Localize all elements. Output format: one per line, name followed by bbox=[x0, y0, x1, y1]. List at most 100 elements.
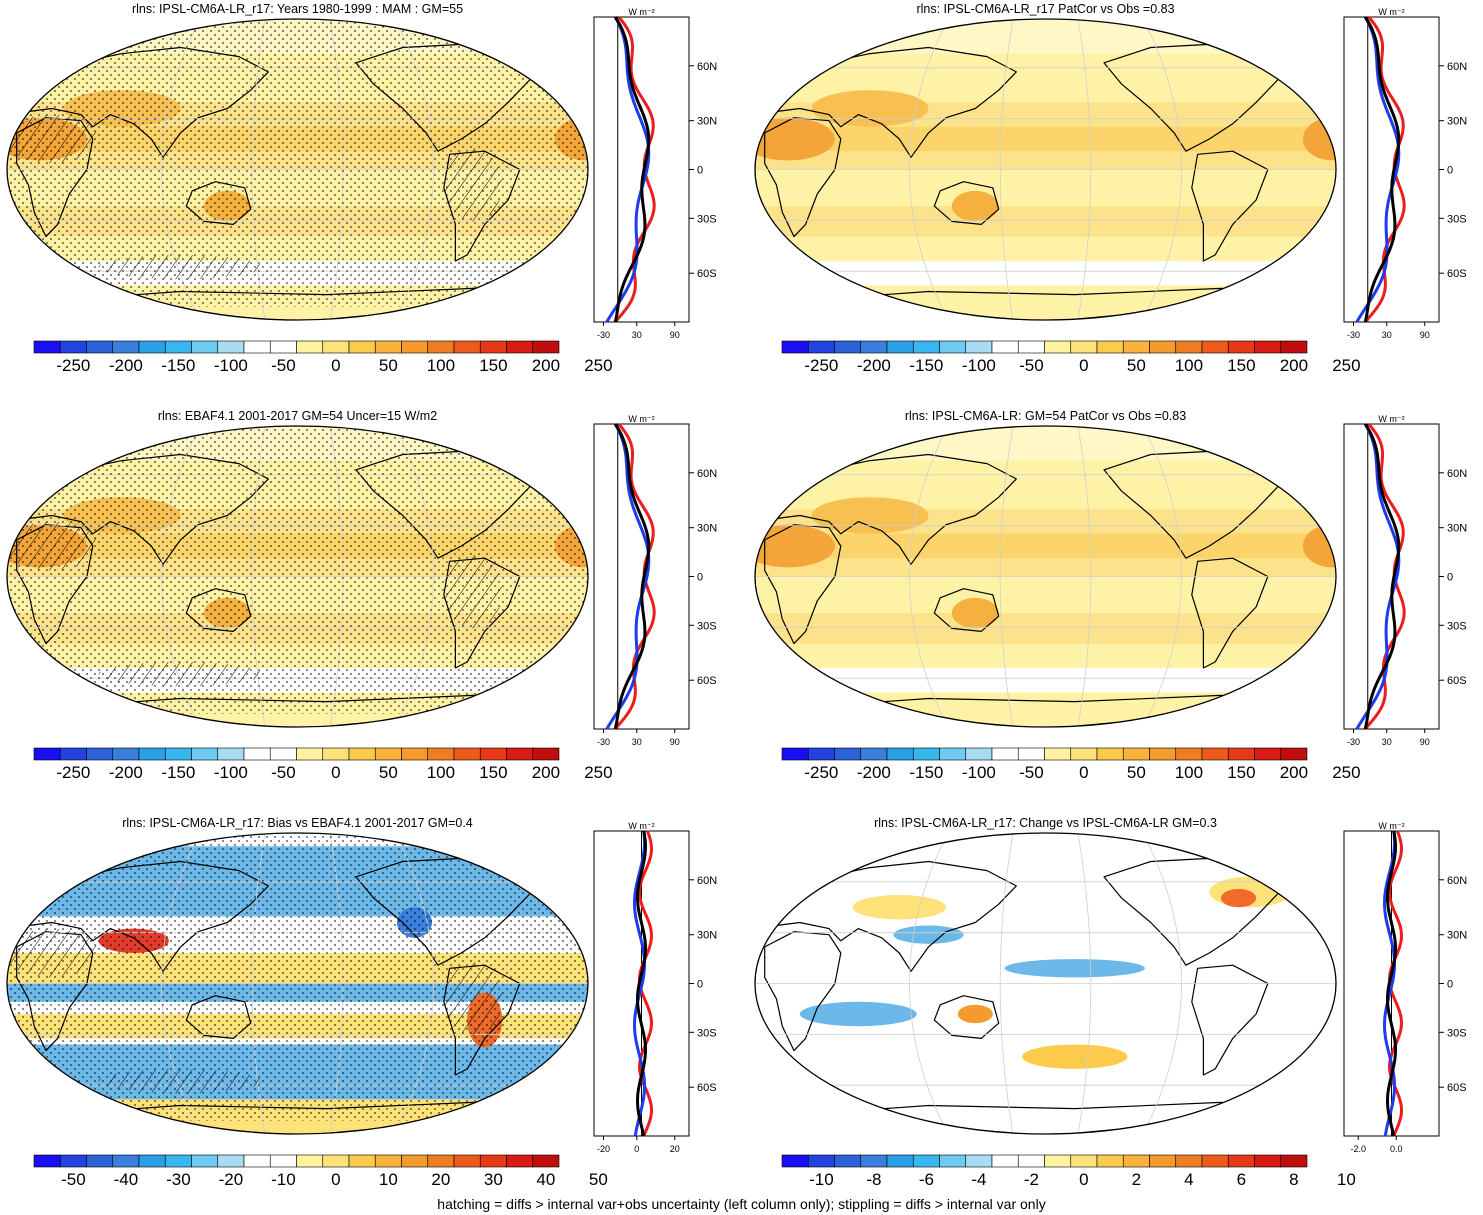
colorbar-tick-label: -8 bbox=[866, 1170, 882, 1189]
colorbar-tick-label: 0 bbox=[331, 763, 341, 782]
colorbar-swatch bbox=[1175, 1154, 1203, 1168]
colorbar-tick-label: -20 bbox=[218, 1170, 244, 1189]
colorbar-swatch bbox=[479, 340, 507, 354]
profile-units: W m⁻² bbox=[1378, 821, 1404, 831]
colorbar-swatch bbox=[532, 340, 560, 354]
zonal-profile: W m⁻² 60N 30N 0 30S 60S -20 0 20 bbox=[593, 821, 717, 1154]
colorbar-swatch bbox=[1017, 747, 1045, 761]
colorbar-swatch bbox=[296, 747, 324, 761]
zonal-profile: W m⁻² 60N 30N 0 30S 60S -30 30 90 bbox=[593, 414, 717, 747]
map-border bbox=[6, 832, 589, 1135]
colorbar-swatch bbox=[991, 747, 1019, 761]
profile-x-tick: 0 bbox=[634, 1144, 639, 1154]
colorbar-swatch bbox=[243, 747, 271, 761]
colorbar-swatch bbox=[834, 340, 862, 354]
map-border bbox=[6, 425, 589, 728]
colorbar-tick-label: 8 bbox=[1289, 1170, 1299, 1189]
colorbar-swatch bbox=[834, 747, 862, 761]
colorbar-tick-label: 150 bbox=[1227, 763, 1256, 782]
colorbar-swatch bbox=[1070, 340, 1098, 354]
zonal-profile: W m⁻² 60N 30N 0 30S 60S -30 30 90 bbox=[593, 7, 717, 340]
colorbar bbox=[781, 340, 1308, 354]
coastline-antarctica bbox=[799, 1101, 1310, 1134]
colorbar-tick-label: 50 bbox=[1126, 356, 1146, 375]
profile-line-black bbox=[1385, 830, 1398, 1137]
profile-x-tick: 30 bbox=[632, 737, 642, 747]
profile-line-blue bbox=[1355, 16, 1401, 323]
colorbar-tick-label: 0 bbox=[331, 1170, 341, 1189]
colorbar-tick-label: 50 bbox=[378, 356, 398, 375]
colorbar-tick-label: 100 bbox=[426, 763, 456, 782]
colorbar-swatch bbox=[401, 1154, 429, 1168]
profile-x-tick: 90 bbox=[670, 330, 680, 340]
profile-lat-label: 0 bbox=[697, 979, 703, 991]
profile-lat-label: 60N bbox=[1447, 468, 1467, 480]
colorbar-swatch bbox=[781, 340, 809, 354]
colorbar bbox=[781, 1154, 1308, 1168]
colorbar-swatch bbox=[1149, 340, 1177, 354]
profile-lat-label: 30N bbox=[697, 523, 717, 535]
colorbar-tick-label: -50 bbox=[61, 1170, 86, 1189]
colorbar-swatch bbox=[374, 340, 402, 354]
colorbar-swatch bbox=[296, 340, 324, 354]
colorbar-swatch bbox=[1096, 340, 1124, 354]
profile-x-tick: 90 bbox=[670, 737, 680, 747]
colorbar-swatch bbox=[965, 1154, 993, 1168]
coastline-greenland bbox=[495, 839, 556, 872]
profile-lat-label: 30N bbox=[1447, 116, 1467, 128]
colorbar-swatch bbox=[1017, 340, 1045, 354]
colorbar-swatch bbox=[1254, 747, 1282, 761]
coastline-samerica bbox=[1191, 150, 1269, 262]
coastline-samerica bbox=[1191, 964, 1269, 1076]
coastline-eurasia bbox=[755, 860, 1017, 972]
colorbar bbox=[33, 340, 560, 354]
colorbar-swatch bbox=[1044, 340, 1072, 354]
colorbar-swatch bbox=[348, 340, 376, 354]
profile-x-tick: 90 bbox=[1420, 737, 1430, 747]
colorbar-swatch bbox=[164, 747, 192, 761]
coastline-samerica bbox=[1191, 557, 1269, 669]
colorbar-swatch bbox=[781, 747, 809, 761]
coastline-greenland bbox=[1243, 432, 1304, 465]
profile-x-tick: -30 bbox=[597, 330, 610, 340]
colorbar-tick-label: -250 bbox=[804, 356, 839, 375]
profile-lat-label: 60S bbox=[697, 268, 717, 280]
panel-title: rlns: EBAF4.1 2001-2017 GM=54 Uncer=15 W… bbox=[157, 409, 438, 423]
colorbar bbox=[781, 747, 1308, 761]
colorbar-swatch bbox=[912, 747, 940, 761]
colorbar-swatch bbox=[1096, 1154, 1124, 1168]
profile-x-tick: 30 bbox=[1382, 737, 1392, 747]
colorbar-swatch bbox=[479, 1154, 507, 1168]
colorbar-swatch bbox=[1149, 1154, 1177, 1168]
panel-title: rlns: IPSL-CM6A-LR_r17: Bias vs EBAF4.1 … bbox=[122, 816, 473, 830]
colorbar-swatch bbox=[296, 1154, 324, 1168]
profile-units: W m⁻² bbox=[628, 414, 654, 424]
colorbar-swatch bbox=[506, 747, 534, 761]
profile-units: W m⁻² bbox=[628, 7, 654, 17]
colorbar-swatch bbox=[33, 747, 61, 761]
colorbar-swatch bbox=[453, 1154, 481, 1168]
colorbar-tick-label: 200 bbox=[531, 763, 561, 782]
coastline-eurasia bbox=[755, 453, 1017, 565]
panel-title: rlns: IPSL-CM6A-LR: GM=54 PatCor vs Obs … bbox=[904, 409, 1187, 423]
profile-x-tick: 90 bbox=[1420, 330, 1430, 340]
colorbar-swatch bbox=[1017, 1154, 1045, 1168]
colorbar-tick-label: -150 bbox=[161, 763, 196, 782]
profile-line-blue bbox=[605, 16, 651, 323]
colorbar-swatch bbox=[1254, 340, 1282, 354]
colorbar bbox=[33, 1154, 560, 1168]
profile-x-tick: 20 bbox=[670, 1144, 680, 1154]
colorbar-swatch bbox=[506, 1154, 534, 1168]
colorbar-tick-label: 0 bbox=[1079, 356, 1089, 375]
coastline-australia bbox=[933, 995, 1000, 1039]
colorbar-tick-label: 250 bbox=[584, 763, 613, 782]
colorbar-swatch bbox=[965, 747, 993, 761]
zonal-profile: W m⁻² 60N 30N 0 30S 60S -30 30 90 bbox=[1343, 414, 1467, 747]
map-border bbox=[754, 425, 1337, 728]
profile-lat-label: 0 bbox=[1447, 979, 1453, 991]
colorbar-swatch bbox=[138, 340, 166, 354]
colorbar-swatch bbox=[33, 1154, 61, 1168]
colorbar-swatch bbox=[939, 747, 967, 761]
colorbar-swatch bbox=[1280, 747, 1308, 761]
coastline-africa bbox=[764, 524, 842, 645]
